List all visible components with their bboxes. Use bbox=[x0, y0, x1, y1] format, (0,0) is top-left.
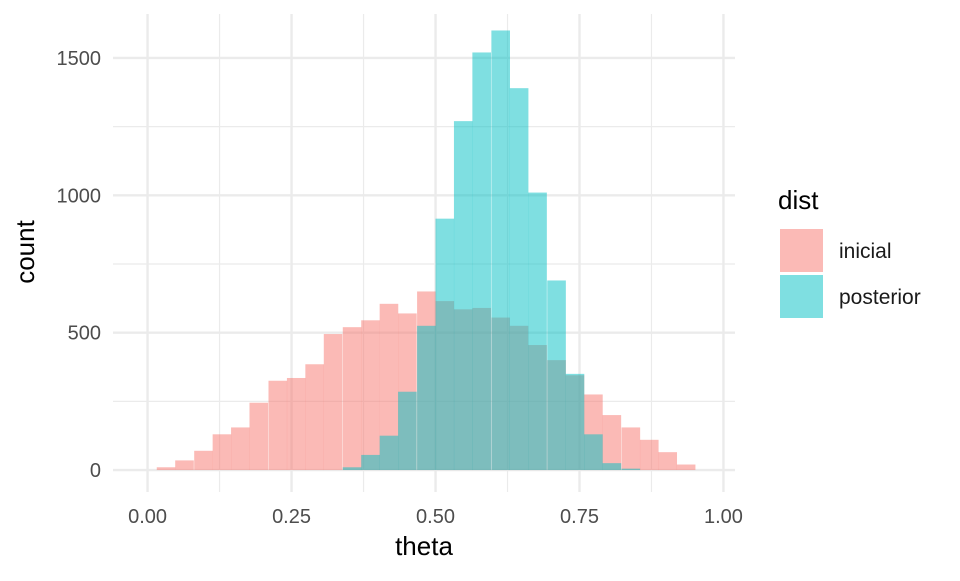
histogram-bar-posterior bbox=[435, 218, 455, 471]
histogram-bar-inicial bbox=[231, 427, 250, 471]
legend-label: inicial bbox=[839, 240, 892, 263]
histogram-bar-inicial bbox=[212, 434, 232, 471]
histogram-bar-inicial bbox=[249, 402, 269, 471]
histogram-bar-inicial bbox=[602, 415, 622, 471]
x-tick-label: 0.75 bbox=[560, 506, 599, 528]
x-tick-label: 1.00 bbox=[704, 506, 743, 528]
histogram-bar-inicial bbox=[156, 467, 176, 471]
legend-swatch bbox=[780, 229, 823, 272]
legend-title: dist bbox=[778, 185, 819, 215]
histogram-bar-inicial bbox=[305, 364, 324, 471]
y-tick-label: 0 bbox=[90, 460, 101, 482]
y-axis-title: count bbox=[10, 219, 40, 283]
y-tick-label: 500 bbox=[68, 323, 101, 345]
histogram-bar-posterior bbox=[528, 192, 547, 471]
histogram-bar-inicial bbox=[361, 320, 380, 471]
histogram-bar-posterior bbox=[379, 435, 399, 471]
histogram-bar-inicial bbox=[194, 450, 213, 471]
histogram-bar-inicial bbox=[379, 303, 399, 471]
series-posterior bbox=[342, 30, 641, 471]
histogram-bar-posterior bbox=[453, 121, 473, 471]
histogram-bar-inicial bbox=[676, 464, 696, 471]
legend-item-posterior: posterior bbox=[780, 275, 921, 318]
histogram-bar-posterior bbox=[547, 280, 566, 471]
histogram-bar-posterior bbox=[361, 454, 380, 471]
x-axis-title: theta bbox=[395, 531, 453, 561]
histogram-bar-inicial bbox=[175, 460, 194, 471]
histogram-bar-posterior bbox=[342, 467, 362, 471]
histogram-bar-inicial bbox=[323, 334, 343, 471]
legend-label: posterior bbox=[839, 286, 921, 309]
histogram-bar-inicial bbox=[639, 439, 659, 471]
histogram-bar-posterior bbox=[472, 52, 491, 471]
x-tick-label: 0.25 bbox=[272, 506, 311, 528]
histogram-bar-posterior bbox=[565, 373, 585, 471]
x-tick-label: 0.50 bbox=[416, 506, 455, 528]
histogram-bar-posterior bbox=[621, 468, 641, 471]
histogram-bar-posterior bbox=[417, 325, 436, 471]
histogram-bar-posterior bbox=[584, 434, 603, 471]
x-tick-label: 0.00 bbox=[128, 506, 167, 528]
histogram-bar-posterior bbox=[491, 30, 510, 471]
ticks-layer: 0.00 0.25 0.50 0.75 1.00 0 500 1000 1500 bbox=[57, 48, 743, 528]
bars-layer bbox=[156, 30, 696, 471]
histogram-bar-posterior bbox=[602, 463, 622, 471]
histogram-bar-posterior bbox=[398, 391, 417, 471]
legend-items: inicial posterior bbox=[780, 229, 921, 318]
histogram-bar-inicial bbox=[342, 327, 362, 471]
legend-swatch bbox=[780, 275, 823, 318]
legend-item-inicial: inicial bbox=[780, 229, 892, 272]
histogram-bar-inicial bbox=[286, 377, 306, 471]
y-tick-label: 1500 bbox=[57, 48, 102, 70]
histogram-bar-inicial bbox=[621, 427, 641, 471]
y-tick-label: 1000 bbox=[57, 185, 102, 207]
histogram-bar-inicial bbox=[268, 380, 288, 471]
legend: dist inicial posterior bbox=[778, 185, 921, 318]
histogram-bar-inicial bbox=[658, 452, 678, 471]
histogram-bar-posterior bbox=[509, 88, 529, 471]
